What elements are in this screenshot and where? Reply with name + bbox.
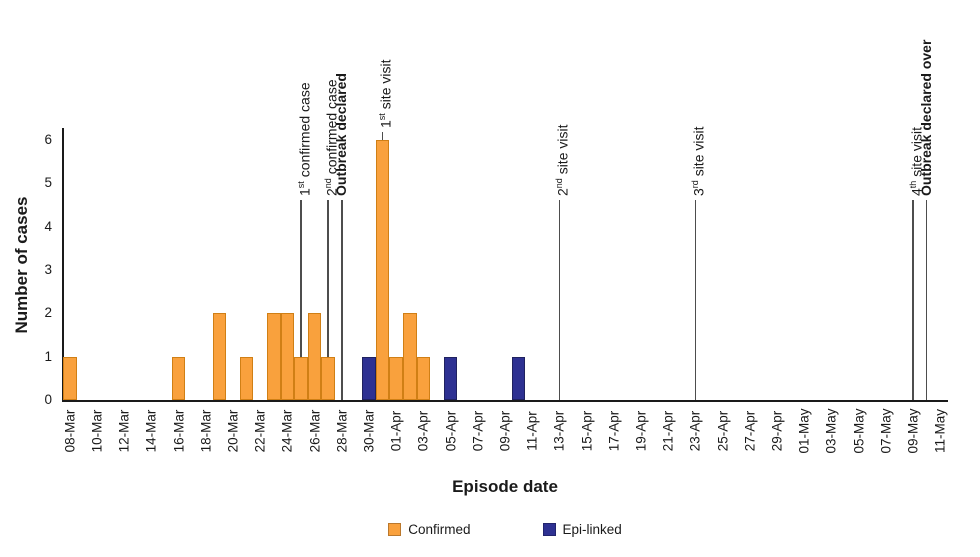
- x-axis-line: [61, 400, 948, 402]
- legend: Confirmed Epi-linked: [63, 522, 947, 537]
- y-tick-label: 6: [44, 132, 52, 147]
- x-tick-label: 13-Apr: [551, 410, 567, 452]
- annotation-line: [558, 200, 561, 400]
- y-axis-line: [61, 128, 64, 401]
- annotation-line: [327, 200, 329, 357]
- y-tick-label: 3: [44, 262, 52, 277]
- legend-item-confirmed: Confirmed: [388, 522, 471, 537]
- bar-10-apr-epi-linked: [511, 356, 526, 400]
- x-tick-label: 11-May: [932, 408, 948, 454]
- annotation-label: 1st site visit: [377, 59, 394, 129]
- x-tick-label: 16-Mar: [171, 409, 187, 453]
- y-tick-label: 5: [44, 175, 52, 191]
- x-tick-label: 05-May: [851, 408, 867, 454]
- x-tick-label: 20-Mar: [225, 409, 241, 453]
- annotation-line: [381, 132, 384, 140]
- x-tick-label: 01-May: [796, 408, 812, 454]
- bar-30-mar-epi-linked: [362, 356, 376, 400]
- x-tick-label: 05-Apr: [443, 410, 459, 452]
- x-tick-label: 29-Apr: [769, 410, 785, 452]
- x-tick-label: 28-Mar: [334, 409, 350, 453]
- bar-16-mar-confirmed: [171, 356, 186, 400]
- bar-31-mar-confirmed: [375, 140, 390, 400]
- x-tick-label: 08-Mar: [62, 409, 78, 453]
- bar-01-apr-confirmed: [389, 356, 403, 400]
- legend-label-epi-linked: Epi-linked: [562, 522, 622, 537]
- x-tick-label: 17-Apr: [606, 410, 622, 452]
- annotation-line: [694, 200, 697, 400]
- bar-27-mar-confirmed: [321, 356, 335, 400]
- bar-02-apr-confirmed: [403, 313, 417, 400]
- x-tick-label: 09-May: [905, 408, 921, 454]
- x-tick-label: 11-Apr: [524, 411, 540, 451]
- annotation-label: Outbreak declared: [333, 73, 350, 196]
- legend-item-epi-linked: Epi-linked: [542, 522, 622, 537]
- y-tick-label: 0: [44, 392, 52, 407]
- bar-08-mar-confirmed: [63, 356, 77, 400]
- x-tick-label: 23-Apr: [687, 410, 703, 452]
- annotation-label: 3rd site visit: [689, 126, 707, 197]
- y-tick-label: 4: [44, 218, 52, 234]
- bar-21-mar-confirmed: [239, 356, 254, 400]
- bar-26-mar-confirmed: [307, 313, 322, 400]
- x-tick-label: 30-Mar: [361, 409, 377, 453]
- annotation-line: [341, 200, 343, 400]
- x-tick-label: 07-May: [878, 408, 894, 454]
- x-axis-title: Episode date: [452, 477, 558, 496]
- annotation-label: Outbreak declared over: [918, 39, 935, 196]
- annotation-line: [300, 200, 302, 357]
- x-tick-label: 15-Apr: [579, 410, 595, 452]
- bar-05-apr-epi-linked: [443, 356, 458, 400]
- x-tick-label: 07-Apr: [470, 410, 486, 452]
- x-tick-label: 21-Apr: [660, 410, 676, 452]
- x-tick-label: 27-Apr: [742, 410, 758, 452]
- x-tick-label: 01-Apr: [388, 410, 404, 452]
- bar-23-mar-confirmed: [267, 313, 281, 400]
- bar-24-mar-confirmed: [280, 313, 295, 400]
- x-tick-label: 19-Apr: [633, 410, 649, 452]
- legend-label-confirmed: Confirmed: [408, 522, 471, 537]
- annotation-label: 1st confirmed case: [295, 82, 313, 196]
- bar-19-mar-confirmed: [212, 313, 227, 400]
- x-tick-label: 14-Mar: [143, 409, 159, 453]
- annotation-label: 2nd site visit: [553, 124, 571, 197]
- bar-25-mar-confirmed: [294, 356, 308, 400]
- x-tick-label: 26-Mar: [307, 409, 323, 453]
- annotation-line: [925, 200, 928, 400]
- bar-03-apr-confirmed: [416, 356, 431, 400]
- x-tick-label: 03-May: [823, 408, 839, 454]
- x-tick-label: 10-Mar: [89, 409, 105, 453]
- x-tick-label: 09-Apr: [497, 410, 513, 452]
- x-tick-label: 18-Mar: [198, 409, 214, 453]
- y-tick-label: 1: [44, 348, 52, 364]
- confirmed-color-swatch: [388, 523, 402, 536]
- x-tick-label: 24-Mar: [279, 409, 295, 453]
- x-tick-label: 22-Mar: [252, 409, 268, 453]
- x-tick-label: 12-Mar: [116, 409, 132, 453]
- annotation-line: [912, 200, 914, 400]
- y-tick-label: 2: [44, 305, 52, 321]
- x-tick-label: 03-Apr: [415, 410, 431, 452]
- epi-linked-color-swatch: [542, 523, 556, 536]
- x-tick-label: 25-Apr: [715, 410, 731, 452]
